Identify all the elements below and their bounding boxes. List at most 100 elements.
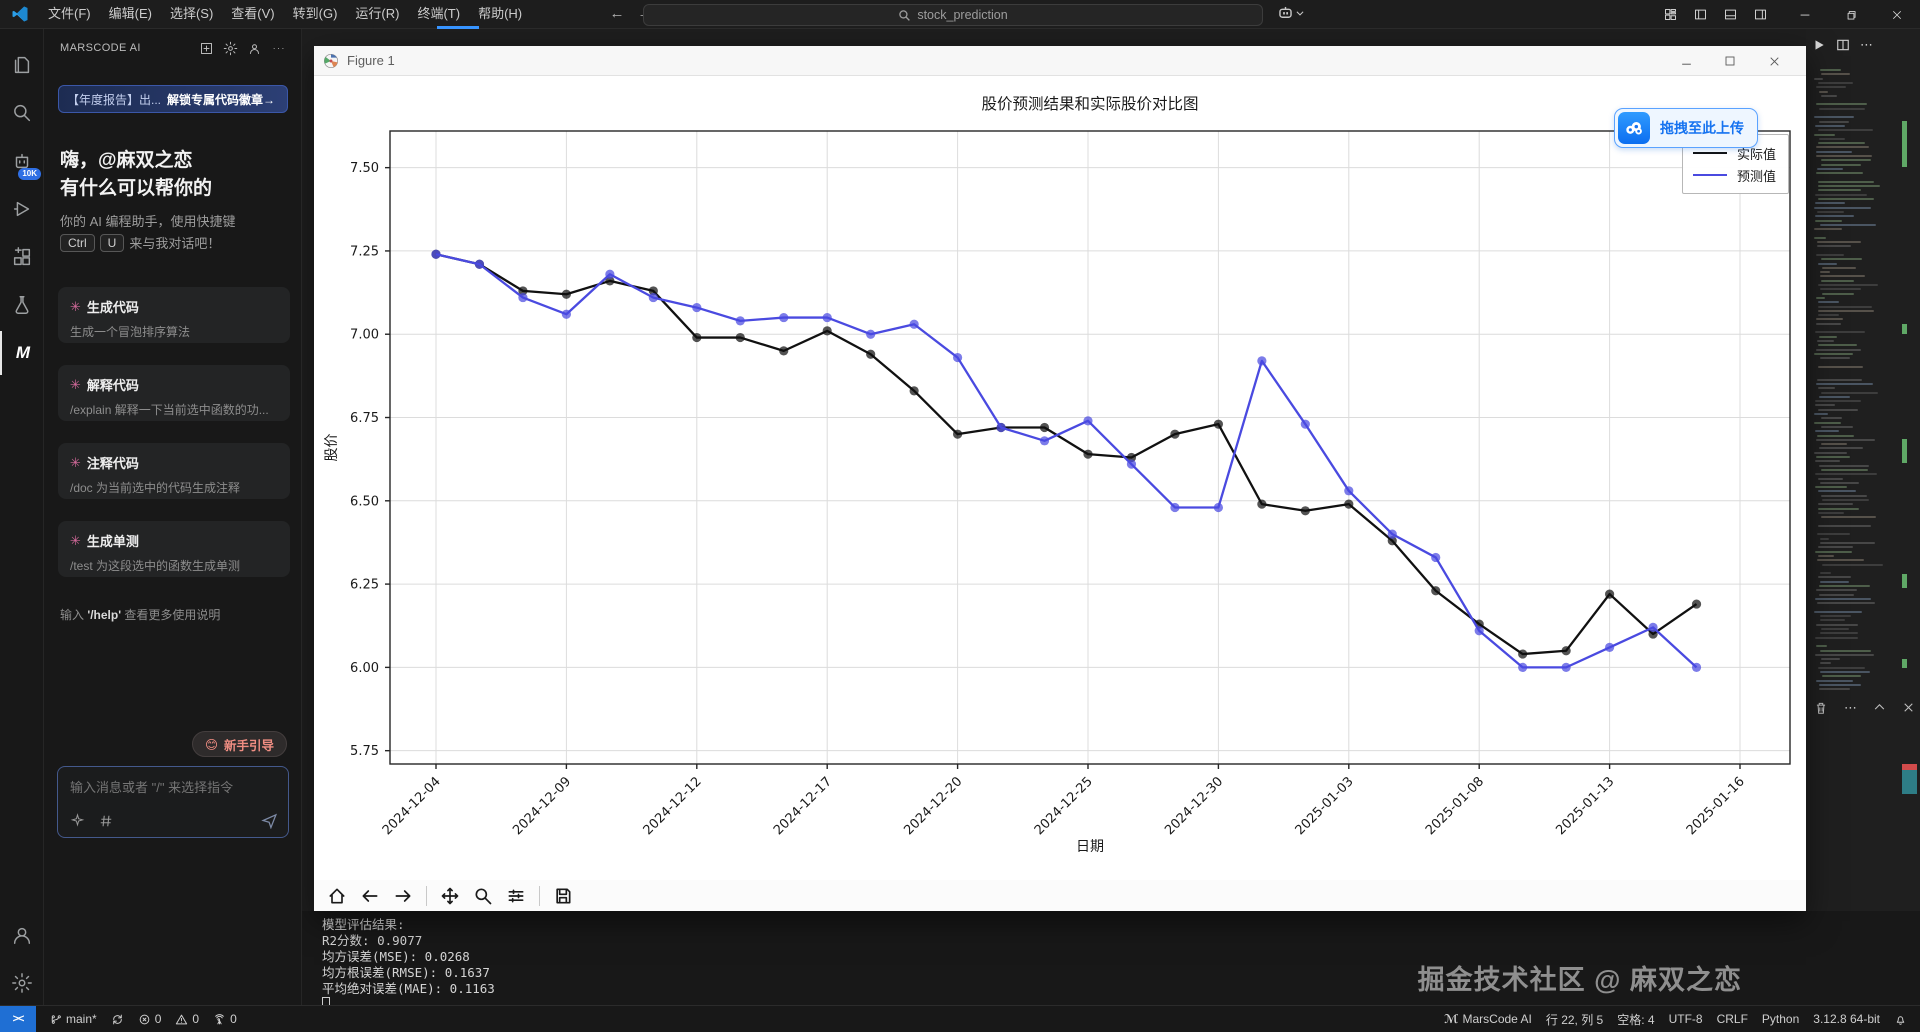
terminal-line: 均方根误差(RMSE): 0.1637 (322, 965, 490, 980)
send-icon[interactable] (261, 812, 278, 829)
status-error-circle[interactable]: 0 (131, 1006, 169, 1032)
status-CRLF[interactable]: CRLF (1716, 1012, 1748, 1026)
terminal-panel[interactable]: 模型评估结果: R2分数: 0.9077 均方误差(MSE): 0.0268 均方根误… (302, 911, 1920, 1011)
svg-text:2024-12-25: 2024-12-25 (1032, 774, 1096, 838)
card-description: 生成一个冒泡排序算法 (70, 325, 191, 339)
menu-运行(R)[interactable]: 运行(R) (355, 6, 400, 21)
mpl-back-icon[interactable] (357, 883, 383, 909)
copilot-menu[interactable] (1276, 3, 1305, 22)
mpl-forward-icon[interactable] (390, 883, 416, 909)
minimize-button[interactable] (1782, 0, 1828, 29)
mpl-home-icon[interactable] (324, 883, 350, 909)
hash-icon[interactable] (99, 814, 113, 828)
figure-window[interactable]: Figure 1 5.75 6.00 6.25 6.50 6.75 7.00 7.25 7.5… (314, 46, 1806, 911)
split-editor-icon[interactable] (1836, 38, 1850, 52)
minimap-line (1821, 292, 1855, 295)
command-center-search[interactable]: stock_prediction (643, 4, 1263, 26)
status-sync[interactable] (104, 1006, 131, 1032)
svg-text:日期: 日期 (1076, 839, 1104, 855)
toggle-panel-icon[interactable] (1715, 0, 1745, 29)
mpl-save-icon[interactable] (550, 883, 576, 909)
toggle-secondary-sidebar-icon[interactable] (1745, 0, 1775, 29)
minimap-line (1814, 331, 1865, 334)
nav-back-icon[interactable]: ← (609, 5, 625, 22)
status-空格: 4[interactable]: 空格: 4 (1617, 1012, 1655, 1027)
figure-titlebar[interactable]: Figure 1 (314, 46, 1806, 76)
panel-more-icon[interactable]: ⋯ (1844, 700, 1857, 715)
activity-ai-chat-icon[interactable]: 10K (0, 139, 44, 183)
spark-icon[interactable] (70, 813, 85, 828)
close-button[interactable] (1874, 0, 1920, 29)
quick-action-card[interactable]: ✳ 解释代码/explain 解释一下当前选中函数的功... (58, 365, 290, 421)
help-tip: 输入 '/help' 查看更多使用说明 (60, 606, 220, 623)
menu-查看(V)[interactable]: 查看(V) (231, 6, 275, 21)
figure-minimize-button[interactable] (1664, 46, 1708, 76)
menu-文件(F)[interactable]: 文件(F) (48, 6, 91, 21)
activity-extensions-icon[interactable] (0, 235, 44, 279)
status-broadcast-tower[interactable]: 0 (206, 1006, 244, 1032)
minimap-line (1816, 322, 1841, 325)
close-panel-icon[interactable] (1902, 701, 1915, 714)
trash-icon[interactable] (1814, 701, 1828, 715)
status-3.12.8 64-bit[interactable]: 3.12.8 64-bit (1813, 1012, 1880, 1026)
chevron-up-icon[interactable] (1873, 701, 1886, 714)
tip-prefix: 输入 (60, 608, 88, 622)
quick-action-card[interactable]: ✳ 生成代码 生成一个冒泡排序算法 (58, 287, 290, 343)
menu-终端(T)[interactable]: 终端(T) (417, 6, 461, 21)
activity-run-debug-icon[interactable] (0, 187, 44, 231)
run-file-icon[interactable] (1812, 38, 1826, 52)
svg-text:2025-01-16: 2025-01-16 (1684, 774, 1748, 838)
status-Python[interactable]: Python (1761, 1012, 1800, 1026)
onboarding-guide-button[interactable]: 😊 新手引导 (191, 731, 287, 757)
menu-编辑(E)[interactable]: 编辑(E) (108, 6, 152, 21)
menu-转到(G)[interactable]: 转到(G) (292, 6, 338, 21)
minimap-line (1819, 619, 1846, 622)
quick-action-card[interactable]: ✳ 生成单测/test 为这段选中的函数生成单测 (58, 521, 290, 577)
sidebar-title: MARSCODE AI (60, 42, 141, 54)
menu-帮助(H)[interactable]: 帮助(H) (478, 6, 523, 21)
minimap-line (1820, 671, 1870, 673)
activity-account-icon[interactable] (0, 913, 44, 957)
status-行 22, 列 5[interactable]: 行 22, 列 5 (1545, 1012, 1604, 1027)
activity-marscode-m-icon[interactable]: M (0, 331, 44, 375)
activity-settings-gear-icon[interactable] (0, 961, 44, 1005)
mpl-zoom-to-rect-icon[interactable] (470, 883, 496, 909)
spark-icon: ✳ (70, 298, 81, 314)
minimap[interactable] (1814, 69, 1907, 699)
status-UTF-8[interactable]: UTF-8 (1668, 1012, 1703, 1026)
activity-explorer-icon[interactable] (0, 43, 44, 87)
restore-button[interactable] (1828, 0, 1874, 29)
user-icon[interactable] (242, 37, 266, 59)
remote-indicator[interactable]: >< (0, 1005, 36, 1032)
minimap-line (1814, 202, 1845, 205)
minimap-line (1821, 563, 1883, 566)
chat-input-box[interactable]: 输入消息或者 "/" 来选择指令 (57, 766, 289, 838)
minimap-line (1821, 628, 1850, 630)
annual-report-banner[interactable]: 【年度报告】出... 解锁专属代码徽章→ (58, 85, 288, 113)
toggle-sidebar-icon[interactable] (1685, 0, 1715, 29)
customize-layout-icon[interactable] (1655, 0, 1685, 29)
status-bell[interactable] (1887, 1006, 1914, 1032)
status-warning-triangle[interactable]: 0 (168, 1006, 206, 1032)
new-chat-plus-icon[interactable] (194, 37, 218, 59)
chart-canvas[interactable]: 5.75 6.00 6.25 6.50 6.75 7.00 7.25 7.50 2024-12-… (314, 76, 1806, 880)
quick-action-card[interactable]: ✳ 注释代码/doc 为当前选中的代码生成注释 (58, 443, 290, 499)
ellipsis-icon[interactable] (266, 37, 290, 59)
status-MarsCode AI[interactable]: ℳ MarsCode AI (1444, 1012, 1532, 1026)
status-git-branch[interactable]: main* (42, 1006, 104, 1032)
figure-maximize-button[interactable] (1708, 46, 1752, 76)
activity-test-flask-icon[interactable] (0, 283, 44, 327)
settings-gear-icon[interactable] (218, 37, 242, 59)
spark-icon: ✳ (70, 376, 81, 392)
figure-close-button[interactable] (1752, 46, 1796, 76)
menu-选择(S)[interactable]: 选择(S) (169, 6, 214, 21)
more-actions-icon[interactable]: ⋯ (1860, 37, 1873, 52)
drag-upload-button[interactable]: 拖拽至此上传 (1614, 108, 1758, 148)
activity-search-icon[interactable] (0, 91, 44, 135)
minimap-line (1817, 180, 1874, 183)
svg-text:2024-12-30: 2024-12-30 (1162, 774, 1226, 838)
minimap-line (1816, 382, 1874, 385)
minimap-line (1818, 365, 1864, 368)
mpl-configure-subplots-icon[interactable] (503, 883, 529, 909)
mpl-pan-icon[interactable] (437, 883, 463, 909)
